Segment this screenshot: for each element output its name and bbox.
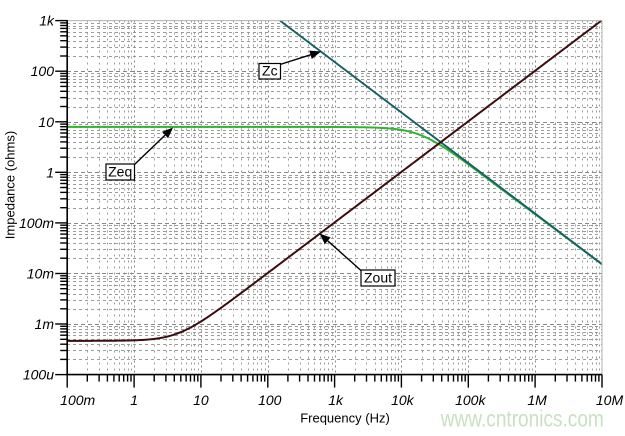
- svg-text:10k: 10k: [391, 392, 415, 408]
- svg-text:Zc: Zc: [262, 63, 278, 79]
- svg-text:100: 100: [258, 392, 282, 408]
- svg-text:1m: 1m: [35, 316, 55, 332]
- svg-text:www.cntronics.com: www.cntronics.com: [440, 406, 604, 432]
- svg-text:10: 10: [38, 114, 54, 130]
- svg-text:1: 1: [46, 164, 54, 180]
- svg-text:100m: 100m: [60, 392, 95, 408]
- svg-text:100k: 100k: [455, 392, 486, 408]
- svg-text:100m: 100m: [19, 215, 54, 231]
- svg-text:1k: 1k: [328, 392, 344, 408]
- svg-text:10m: 10m: [27, 266, 55, 282]
- svg-text:Zout: Zout: [364, 270, 392, 286]
- svg-text:1k: 1k: [39, 13, 55, 29]
- svg-text:Frequency (Hz): Frequency (Hz): [300, 411, 390, 426]
- svg-text:Zeq: Zeq: [108, 164, 132, 180]
- svg-text:1: 1: [130, 392, 138, 408]
- svg-text:Impedance (ohms): Impedance (ohms): [3, 131, 18, 239]
- svg-text:10: 10: [193, 392, 209, 408]
- svg-text:1M: 1M: [527, 392, 547, 408]
- svg-text:100: 100: [31, 63, 55, 79]
- svg-text:10M: 10M: [596, 392, 624, 408]
- svg-text:100u: 100u: [23, 367, 54, 383]
